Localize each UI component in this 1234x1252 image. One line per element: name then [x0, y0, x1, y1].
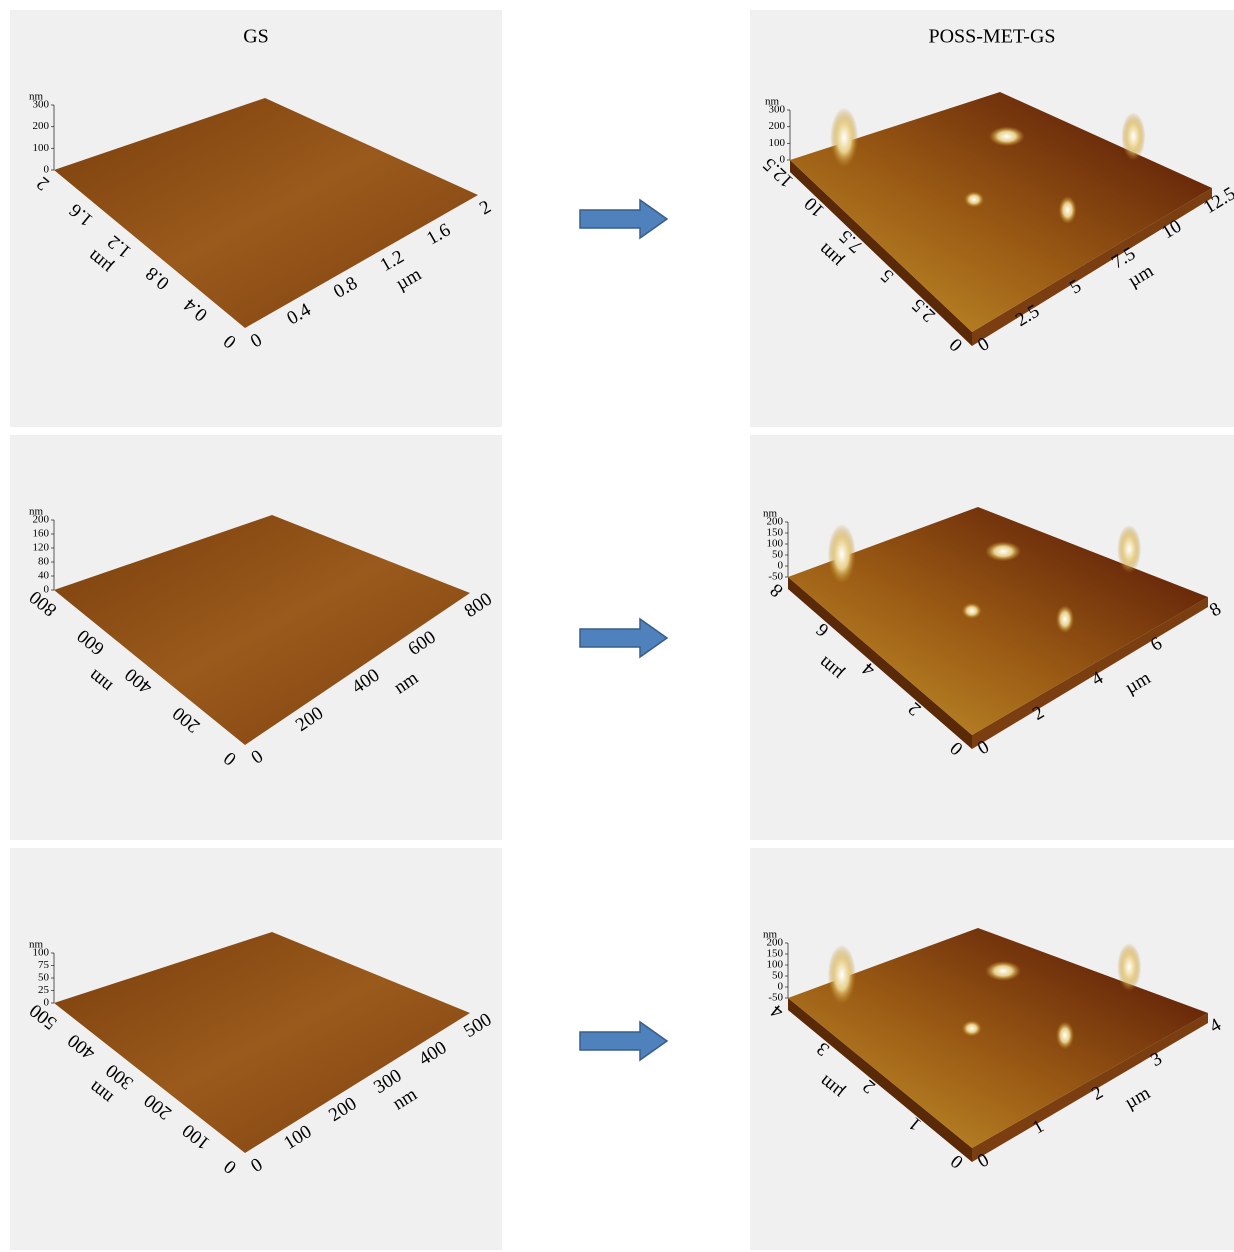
afm-panel: POSS-MET-GS0100200300nm02.557.51012.5µm0…: [750, 10, 1234, 427]
right-tick-label: 2: [476, 196, 495, 219]
z-unit: nm: [763, 508, 778, 520]
right-unit: µm: [1121, 1082, 1154, 1113]
left-tick-label: 0: [220, 1155, 240, 1177]
surface-peak: [985, 961, 1021, 981]
right-tick-label: 4: [1088, 667, 1107, 690]
surface-peak: [964, 191, 984, 207]
z-tick-label: 0: [778, 560, 784, 572]
column-title: POSS-MET-GS: [928, 26, 1055, 48]
right-tick-label: 2: [1088, 1082, 1107, 1105]
z-tick-label: 100: [767, 959, 784, 971]
right-tick-label: 1: [1029, 1116, 1048, 1139]
surface-peak: [962, 603, 982, 619]
column-title: GS: [243, 26, 269, 48]
right-tick-label: 0: [974, 1149, 993, 1172]
left-tick-label: 0: [220, 747, 241, 769]
surface-peak: [1117, 943, 1141, 991]
left-tick-label: 1.6: [65, 199, 97, 230]
surface-peak: [1117, 525, 1141, 573]
left-tick-label: 400: [64, 1029, 99, 1063]
z-tick-label: 100: [767, 538, 784, 550]
right-tick-label: 6: [1147, 633, 1166, 656]
surface-peak: [962, 1020, 982, 1036]
right-unit: µm: [1122, 667, 1155, 698]
z-tick-label: 0: [778, 981, 784, 993]
surface-peak: [828, 945, 856, 1005]
z-tick-label: 80: [38, 556, 50, 568]
z-tick-label: 50: [772, 970, 784, 982]
left-tick-label: 600: [73, 625, 108, 659]
right-tick-label: 0: [248, 746, 268, 769]
z-tick-label: 150: [767, 948, 784, 960]
right-tick-label: 2: [1029, 702, 1048, 725]
surface-peak: [1056, 605, 1074, 633]
z-tick-label: 25: [38, 984, 50, 996]
z-tick-label: 50: [38, 972, 50, 984]
left-tick-label: 400: [121, 664, 156, 698]
z-tick-label: 100: [769, 137, 786, 149]
z-unit: nm: [29, 91, 44, 103]
z-unit: nm: [765, 96, 780, 108]
right-tick-label: 1.6: [423, 219, 454, 249]
left-unit: µm: [814, 652, 847, 685]
z-unit: nm: [763, 929, 778, 941]
z-tick-label: 50: [772, 549, 784, 561]
left-tick-label: 0: [220, 330, 241, 352]
left-tick-label: 0.4: [180, 294, 212, 326]
surface: [54, 932, 470, 1153]
left-tick-label: 12.5: [759, 153, 798, 191]
right-tick-label: 0: [974, 736, 993, 759]
z-tick-label: 120: [33, 542, 50, 554]
z-tick-label: 40: [38, 570, 50, 582]
surface-peak: [828, 524, 856, 584]
surface-peak: [1056, 1021, 1074, 1049]
right-tick-label: 0: [247, 329, 266, 352]
z-tick-label: 160: [33, 528, 50, 540]
arrow: [578, 1020, 670, 1064]
z-tick-label: 200: [769, 120, 786, 132]
z-tick-label: 75: [38, 959, 50, 971]
left-tick-label: 500: [26, 999, 61, 1033]
left-tick-label: 100: [179, 1119, 214, 1153]
afm-panel: 0255075100nm0100200300400500nm0100200300…: [10, 848, 502, 1250]
arrow: [578, 198, 670, 242]
surface: [54, 98, 478, 328]
left-tick-label: 0.8: [142, 262, 174, 293]
surface-peak: [989, 126, 1025, 146]
right-tick-label: 4: [1206, 1014, 1225, 1037]
z-tick-label: 200: [33, 120, 50, 132]
left-tick-label: 200: [140, 1089, 175, 1123]
right-tick-label: 5: [1066, 276, 1085, 299]
z-tick-label: 150: [767, 527, 784, 539]
z-tick-label: 100: [33, 142, 50, 154]
surface-peak: [1121, 112, 1145, 160]
right-tick-label: 0.4: [283, 299, 314, 329]
left-tick-label: 200: [169, 702, 204, 736]
right-unit: nm: [390, 667, 422, 698]
right-tick-label: 0.8: [330, 273, 361, 303]
afm-panel: GS0100200300nm00.40.81.21.62µm00.40.81.2…: [10, 10, 502, 427]
surface-peak: [830, 108, 858, 168]
surface-peak: [985, 541, 1021, 561]
z-unit: nm: [29, 939, 44, 951]
right-tick-label: 0: [974, 333, 993, 356]
figure: (() => { const data = JSON.parse(documen…: [0, 0, 1234, 1252]
arrow: [578, 617, 670, 661]
right-tick-label: 3: [1147, 1048, 1166, 1071]
right-tick-label: 0: [247, 1154, 266, 1177]
surface-peak: [1059, 196, 1077, 224]
left-tick-label: 800: [26, 586, 61, 620]
afm-panel: 04080120160200nm0200400600800nm020040060…: [10, 435, 502, 840]
right-tick-label: 8: [1206, 598, 1225, 621]
left-unit: nm: [84, 665, 116, 697]
left-unit: µm: [815, 1070, 848, 1103]
surface: [54, 515, 470, 745]
z-unit: nm: [29, 506, 44, 518]
